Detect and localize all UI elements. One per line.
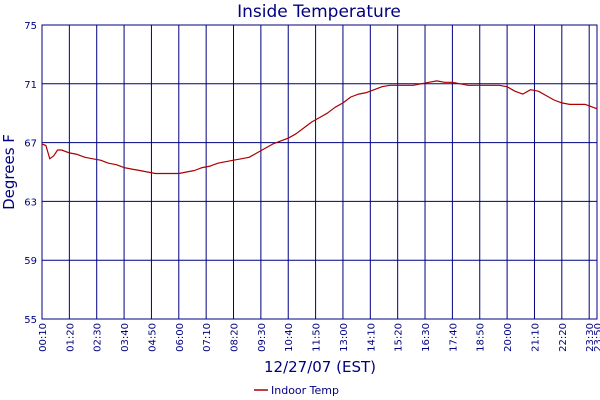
x-tick-label: 08:20: [230, 323, 241, 352]
x-tick-label: 02:30: [93, 323, 104, 352]
x-tick-label: 23:50: [593, 323, 600, 352]
x-tick-label: 11:50: [312, 323, 323, 352]
x-tick-label: 00:10: [38, 323, 49, 352]
series-line-indoor-temp: [41, 80, 598, 175]
legend-label: Indoor Temp: [271, 384, 339, 397]
grid-lines: [41, 24, 598, 320]
x-tick-label: 10:40: [284, 323, 295, 352]
y-tick-label: 67: [24, 139, 37, 150]
x-tick-label: 13:00: [339, 323, 350, 352]
x-tick-label: 21:10: [530, 323, 541, 352]
x-tick-label: 20:00: [503, 323, 514, 352]
x-tick-label: 04:50: [147, 323, 158, 352]
x-tick-label: 16:30: [421, 323, 432, 352]
x-tick-label: 22:20: [558, 323, 569, 352]
y-axis-title: Degrees F: [0, 134, 18, 210]
x-tick-label: 06:00: [175, 323, 186, 352]
plot-frame: [41, 24, 598, 320]
x-tick-label: 14:10: [366, 323, 377, 352]
x-tick-label: 23:30: [585, 323, 596, 352]
legend: Indoor Temp: [254, 384, 339, 397]
chart-title: Inside Temperature: [237, 2, 401, 22]
x-tick-label: 03:40: [120, 323, 131, 352]
series-layer: [41, 80, 598, 175]
x-tick-label: 18:50: [476, 323, 487, 352]
y-tick-labels: 55 59 63 67 71 75: [24, 21, 37, 326]
x-tick-label: 01:20: [65, 323, 76, 352]
x-tick-labels: 00:10 01:20 02:30 03:40 04:50 06:00 07:10 08:20…: [38, 323, 600, 352]
x-tick-label: 15:20: [394, 323, 405, 352]
y-tick-label: 71: [24, 80, 37, 91]
x-tick-label: 09:30: [257, 323, 268, 352]
y-tick-label: 55: [24, 315, 37, 326]
x-tick-label: 07:10: [202, 323, 213, 352]
y-tick-label: 59: [24, 256, 37, 267]
y-tick-label: 75: [24, 21, 37, 32]
x-axis-title: 12/27/07 (EST): [264, 358, 376, 376]
y-tick-label: 63: [24, 197, 37, 208]
x-tick-label: 17:40: [448, 323, 459, 352]
